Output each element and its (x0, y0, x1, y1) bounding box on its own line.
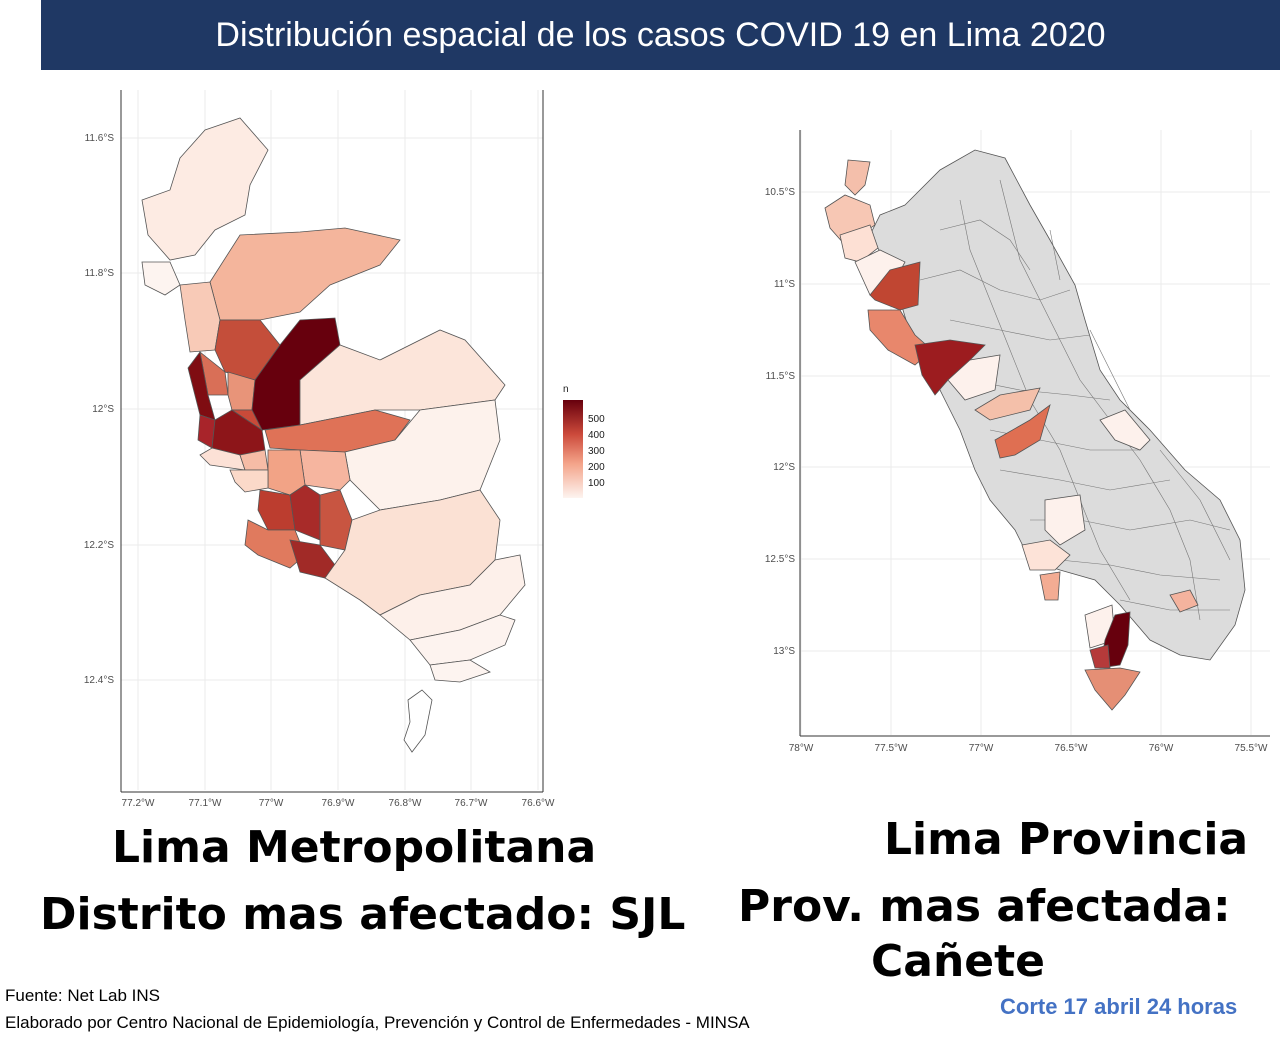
legend-label: 500 (588, 414, 605, 425)
metro-lon-tick: 76.7°W (455, 798, 488, 809)
metro-caption-title: Lima Metropolitana (112, 822, 597, 873)
prov-lon-tick: 76.5°W (1055, 743, 1088, 754)
region-barranca-north (844, 159, 871, 196)
metro-lon-tick: 77.1°W (189, 798, 222, 809)
region-east-pale (1099, 409, 1151, 451)
region-yauyos-east (1169, 589, 1199, 613)
region-huarochiri-c (994, 403, 1051, 459)
legend-label: 200 (588, 462, 605, 473)
legend-label: 400 (588, 430, 605, 441)
metro-lon-tick: 77.2°W (122, 798, 155, 809)
district-barranco (229, 469, 269, 493)
prov-lon-axis: 78°W 77.5°W 77°W 76.5°W 76°W 75.5°W (789, 743, 1268, 754)
prov-lat-tick: 10.5°S (765, 187, 795, 198)
metro-lon-tick: 76.6°W (522, 798, 555, 809)
region-huarochiri-b (974, 387, 1041, 421)
district-smp (187, 351, 216, 421)
prov-lon-tick: 76°W (1149, 743, 1174, 754)
region-central-pale (1044, 494, 1086, 546)
district-ancon (141, 117, 269, 261)
district-santa-maria (429, 659, 491, 683)
prov-lon-tick: 77°W (969, 743, 994, 754)
metro-lat-tick: 11.8°S (85, 268, 115, 279)
metro-caption-sub: Distrito mas afectado: SJL (40, 889, 686, 940)
metro-lon-tick: 77°W (259, 798, 284, 809)
region-canete-south (1084, 667, 1141, 711)
metro-lat-tick: 12.2°S (84, 540, 114, 551)
district-santa-rosa (141, 261, 181, 296)
lima-provincia-map: 10.5°S 11°S 11.5°S 12°S 12.5°S 13°S 78°W… (765, 130, 1270, 754)
district-cieneguilla (344, 399, 501, 511)
legend-colorbar (563, 400, 583, 498)
district-la-molina (299, 449, 351, 491)
legend-label: 300 (588, 446, 605, 457)
page-title: Distribución espacial de los casos COVID… (215, 15, 1106, 54)
metro-lon-tick: 76.8°W (389, 798, 422, 809)
region-canete-north (1021, 539, 1071, 571)
metro-panel-border (120, 90, 544, 793)
region-huarochiri-a (947, 354, 1001, 401)
footer-source: Fuente: Net Lab INS (5, 986, 160, 1005)
district-rimac (230, 409, 264, 432)
metro-districts (141, 117, 526, 753)
metro-lat-tick: 12.4°S (84, 675, 114, 686)
region-huaura (869, 261, 921, 311)
prov-caption-sub2: Cañete (871, 936, 1046, 987)
metro-lon-axis: 77.2°W 77.1°W 77°W 76.9°W 76.8°W 76.7°W … (122, 798, 555, 809)
prov-panel-border (799, 130, 1270, 737)
prov-lat-tick: 11°S (774, 279, 795, 290)
prov-lon-tick: 78°W (789, 743, 814, 754)
legend-label: 100 (588, 478, 605, 489)
footer-credit: Elaborado por Centro Nacional de Epidemi… (5, 1013, 750, 1032)
prov-lat-tick: 12°S (773, 462, 795, 473)
title-banner: Distribución espacial de los casos COVID… (41, 0, 1280, 70)
prov-lon-tick: 75.5°W (1235, 743, 1268, 754)
region-canete-coast (1039, 571, 1061, 601)
cutoff-date: Corte 17 abril 24 horas (1000, 994, 1238, 1019)
legend-title: n (563, 384, 569, 395)
metro-lat-tick: 11.6°S (85, 133, 115, 144)
metro-lat-tick: 12°S (92, 404, 114, 415)
lima-metropolitana-map: 11.6°S 11.8°S 12°S 12.2°S 12.4°S 77.2°W … (84, 90, 605, 809)
prov-lat-tick: 12.5°S (765, 554, 795, 565)
prov-lat-tick: 13°S (773, 646, 795, 657)
district-san-lorenzo-island (403, 689, 433, 753)
region-canete-mid (1089, 644, 1111, 669)
metro-lon-tick: 76.9°W (322, 798, 355, 809)
district-carabayllo (209, 227, 401, 321)
prov-regions (824, 149, 1246, 711)
prov-lon-tick: 77.5°W (875, 743, 908, 754)
metro-legend: n 500 400 300 200 100 (563, 384, 605, 498)
prov-lat-axis: 10.5°S 11°S 11.5°S 12°S 12.5°S 13°S (765, 187, 795, 657)
prov-caption-sub1: Prov. mas afectada: (738, 881, 1231, 932)
prov-lat-tick: 11.5°S (766, 371, 796, 382)
district-miraflores (199, 447, 246, 471)
metro-lat-axis: 11.6°S 11.8°S 12°S 12.2°S 12.4°S (84, 133, 114, 686)
prov-caption-title: Lima Provincia (884, 814, 1249, 865)
district-sjm (257, 489, 296, 531)
